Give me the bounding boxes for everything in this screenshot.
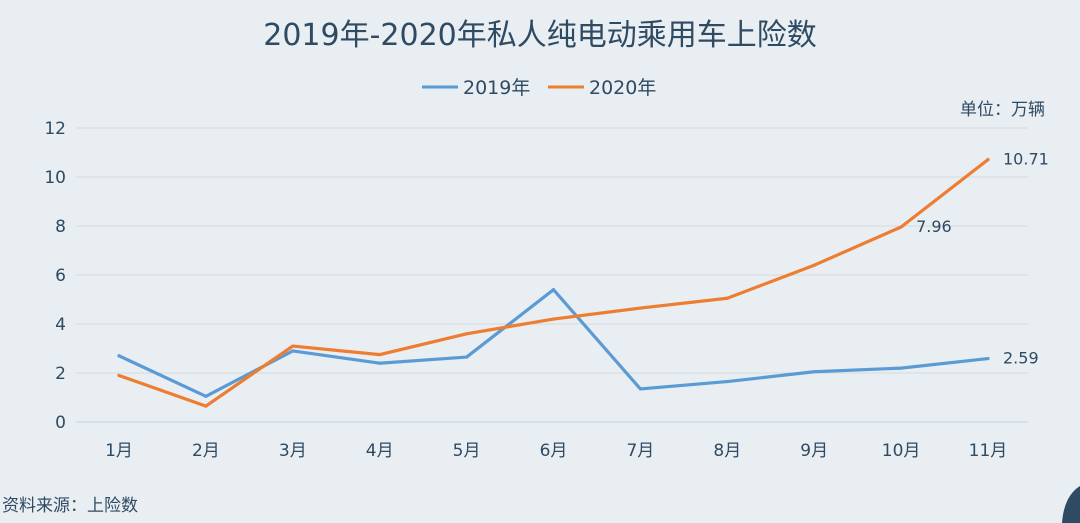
data-label: 10.71 [1003,150,1049,169]
grid [76,127,1028,423]
data-point [725,296,729,300]
data-labels: 2.59 7.96 10.71 [916,150,1049,368]
legend-label-2019: 2019年 [463,77,530,99]
x-tick-label: 2月 [192,441,220,461]
x-tick-label: 9月 [800,441,828,461]
data-point [204,394,208,398]
data-label: 7.96 [916,217,952,236]
data-point [551,288,556,292]
data-point [725,379,729,384]
y-tick-label: 6 [55,266,66,286]
x-tick-label: 7月 [626,441,654,461]
x-tick-label: 6月 [540,441,568,461]
series-lines [117,158,990,408]
x-tick-label: 10月 [882,441,921,461]
x-tick-label: 1月 [105,441,133,461]
y-tick-label: 0 [55,413,66,433]
data-point [986,356,990,361]
chart-title: 2019年-2020年私人纯电动乘用车上险数 [263,18,817,53]
x-tick-label: 8月 [713,441,741,461]
data-point [551,317,556,321]
data-point [899,366,903,370]
data-point [638,387,643,391]
data-point [465,355,469,359]
data-point [465,332,469,336]
corner-decoration [1062,486,1080,523]
data-point [638,306,643,310]
x-tick-label: 11月 [969,441,1008,461]
y-tick-label: 10 [44,168,66,188]
legend: 2019年 2020年 [422,77,656,99]
y-tick-label: 4 [55,315,66,335]
x-tick-label: 3月 [279,441,307,461]
data-point [986,158,990,162]
source-note: 资料来源：上险数 [2,496,138,516]
x-tick-label: 4月 [366,441,394,461]
data-point [378,361,382,365]
data-point [812,370,816,374]
data-label: 2.59 [1003,349,1039,368]
y-tick-label: 2 [55,364,66,384]
legend-label-2020: 2020年 [589,77,656,99]
unit-label: 单位：万辆 [960,100,1045,120]
y-tick-label: 8 [55,217,66,237]
data-point [291,344,295,348]
data-point [204,404,208,408]
y-tick-label: 12 [44,119,66,139]
y-axis-ticks: 0 2 4 6 8 10 12 [44,119,66,433]
data-point [899,225,903,229]
x-tick-label: 5月 [453,441,481,461]
data-point [117,373,121,378]
series-line-0 [117,288,990,398]
x-axis-ticks: 1月 2月 3月 4月 5月 6月 7月 8月 9月 10月 11月 [105,441,1007,461]
data-point [378,353,382,357]
data-point [812,263,816,267]
data-point [291,349,295,353]
data-point [117,354,121,358]
